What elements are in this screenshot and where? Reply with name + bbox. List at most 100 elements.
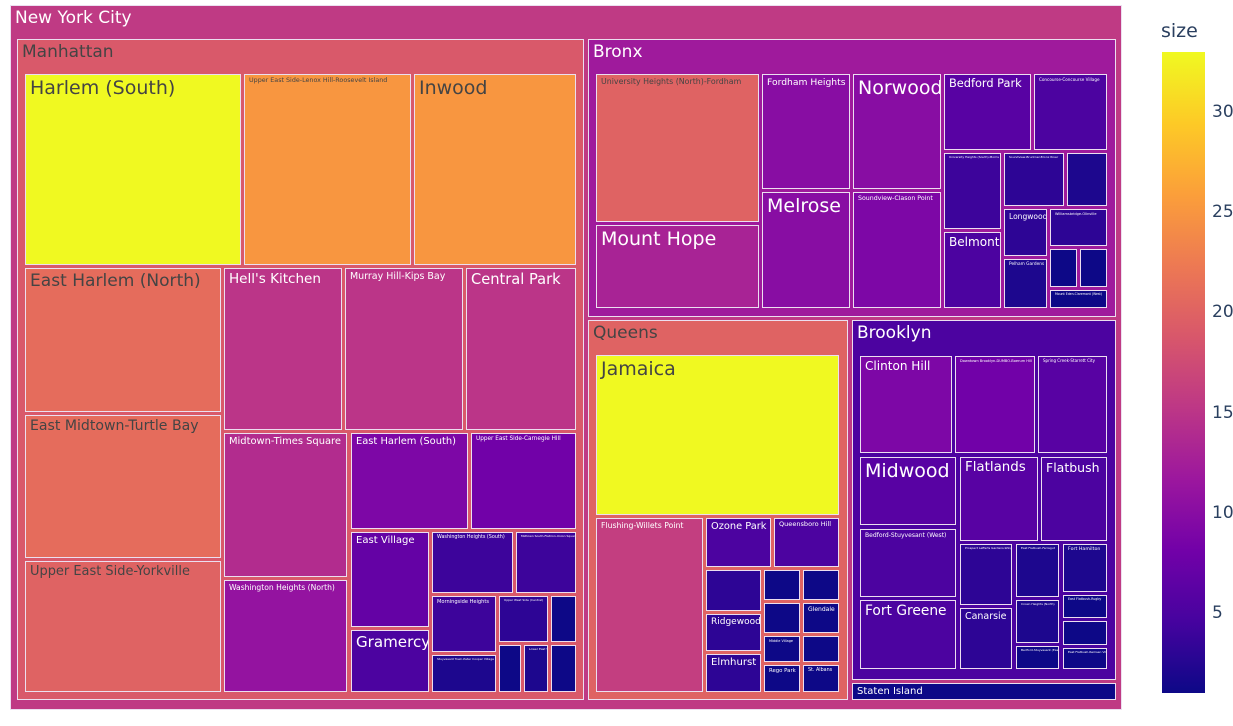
treemap-tile-gramercy[interactable]: Gramercy: [351, 630, 429, 692]
treemap-tile-canarsie[interactable]: Canarsie: [960, 608, 1012, 669]
treemap-borough-label: Bronx: [593, 42, 643, 62]
treemap-tile-hell-s-kitchen[interactable]: Hell's Kitchen: [224, 268, 342, 430]
treemap-tile-st-albans[interactable]: St. Albans: [803, 665, 839, 692]
treemap-tile-downtown-brooklyn-dumbo-boerum-hill[interactable]: Downtown Brooklyn-DUMBO-Boerum Hill: [955, 356, 1035, 453]
treemap-tile-fort-hamilton[interactable]: Fort Hamilton: [1063, 544, 1107, 592]
treemap-tile-morningside-heights[interactable]: Morningside Heights: [432, 596, 496, 652]
treemap-tile-label: Mount Hope: [601, 228, 717, 250]
treemap-tile-label: Soundview-Clason Point: [858, 195, 933, 202]
treemap-tile-mount-eden-claremont-west[interactable]: Mount Eden-Claremont (West): [1050, 290, 1107, 308]
treemap-tile-unlabeled[interactable]: [803, 636, 839, 662]
colorbar-tick-label: 5: [1212, 602, 1223, 623]
treemap-tile-fort-greene[interactable]: Fort Greene: [860, 600, 956, 669]
treemap-tile-east-harlem-south[interactable]: East Harlem (South): [351, 433, 468, 529]
treemap-tile-jamaica[interactable]: Jamaica: [596, 355, 839, 515]
treemap-tile-university-heights-south-morris-heights[interactable]: University Heights (South)-Morris Height…: [944, 153, 1001, 229]
treemap-tile-soundview-clason-point[interactable]: Soundview-Clason Point: [853, 192, 941, 308]
treemap-tile-spring-creek-starrett-city[interactable]: Spring Creek-Starrett City: [1038, 356, 1107, 453]
treemap-tile-unlabeled[interactable]: [764, 603, 800, 633]
treemap-tile-label: University Heights (North)-Fordham: [601, 77, 742, 86]
treemap-tile-label: Mount Eden-Claremont (West): [1055, 292, 1102, 296]
treemap-tile-bedford-stuyvesant-east[interactable]: Bedford-Stuyvesant (East): [1016, 646, 1059, 669]
treemap-tile-flushing-willets-point[interactable]: Flushing-Willets Point: [596, 518, 703, 692]
treemap-tile-unlabeled[interactable]: [1063, 621, 1107, 645]
treemap-tile-label: Bedford Park: [949, 76, 1022, 90]
treemap-tile-elmhurst[interactable]: Elmhurst: [706, 654, 761, 692]
treemap-tile-rego-park[interactable]: Rego Park: [764, 665, 800, 692]
treemap-tile-east-flatbush-farragut[interactable]: East Flatbush-Farragut: [1016, 544, 1059, 597]
treemap-root-label: New York City: [15, 8, 132, 28]
treemap-tile-unlabeled[interactable]: [706, 570, 761, 611]
treemap-tile-bedford-stuyvesant-west[interactable]: Bedford-Stuyvesant (West): [860, 529, 956, 597]
treemap-tile-clinton-hill[interactable]: Clinton Hill: [860, 356, 952, 453]
treemap-tile-label: Bedford-Stuyvesant (East): [1021, 648, 1059, 652]
treemap-tile-label: Murray Hill-Kips Bay: [350, 271, 446, 282]
colorbar-title: size: [1161, 20, 1198, 42]
treemap-tile-flatlands[interactable]: Flatlands: [960, 457, 1038, 541]
treemap-tile-crown-heights-north[interactable]: Crown Heights (North): [1016, 600, 1059, 643]
treemap-tile-midwood[interactable]: Midwood: [860, 457, 956, 525]
treemap-tile-washington-heights-south[interactable]: Washington Heights (South): [432, 532, 513, 593]
treemap-tile-washington-heights-north[interactable]: Washington Heights (North): [224, 580, 347, 692]
treemap-tile-label: Fort Greene: [865, 603, 947, 619]
treemap-tile-belmont[interactable]: Belmont: [944, 232, 1001, 308]
treemap-tile-unlabeled[interactable]: [551, 596, 576, 642]
treemap-tile-williamsbridge-olinville[interactable]: Williamsbridge-Olinville: [1050, 209, 1107, 246]
treemap-tile-label: Elmhurst: [711, 657, 757, 668]
treemap-tile-unlabeled[interactable]: [551, 645, 576, 692]
treemap-tile-label: Crown Heights (North): [1021, 602, 1055, 606]
treemap-tile-east-flatbush-remsen-village[interactable]: East Flatbush-Remsen Village: [1063, 648, 1107, 669]
treemap-tile-upper-east-side-yorkville[interactable]: Upper East Side-Yorkville: [25, 561, 221, 692]
treemap-tile-unlabeled[interactable]: [1050, 249, 1077, 287]
treemap-tile-midtown-times-square[interactable]: Midtown-Times Square: [224, 433, 347, 577]
treemap-tile-east-village[interactable]: East Village: [351, 532, 429, 627]
treemap-tile-label: Clinton Hill: [865, 359, 931, 373]
treemap-tile-label: Bedford-Stuyvesant (West): [865, 532, 947, 539]
treemap-tile-east-flatbush-rugby[interactable]: East Flatbush-Rugby: [1063, 595, 1107, 618]
treemap-tile-label: East Harlem (South): [356, 436, 456, 447]
treemap-tile-label: Downtown Brooklyn-DUMBO-Boerum Hill: [960, 359, 1032, 363]
treemap-tile-longwood[interactable]: Longwood: [1004, 209, 1047, 256]
treemap-borough-label: Queens: [593, 323, 658, 343]
treemap-tile-university-heights-north-fordham[interactable]: University Heights (North)-Fordham: [596, 74, 759, 222]
treemap-tile-label: East Midtown-Turtle Bay: [30, 418, 199, 434]
treemap-tile-pelham-gardens[interactable]: Pelham Gardens: [1004, 259, 1047, 308]
treemap-tile-murray-hill-kips-bay[interactable]: Murray Hill-Kips Bay: [345, 268, 463, 430]
treemap-tile-flatbush[interactable]: Flatbush: [1041, 457, 1107, 541]
treemap-tile-soundview-bruckner-bronx-river[interactable]: Soundview-Bruckner-Bronx River: [1004, 153, 1064, 206]
treemap-tile-ridgewood[interactable]: Ridgewood: [706, 614, 761, 651]
treemap-tile-glendale[interactable]: Glendale: [803, 603, 839, 633]
treemap-tile-mount-hope[interactable]: Mount Hope: [596, 225, 759, 308]
treemap-tile-fordham-heights[interactable]: Fordham Heights: [762, 74, 850, 189]
treemap-tile-upper-west-side-central[interactable]: Upper West Side (Central): [499, 596, 548, 642]
treemap-tile-ozone-park[interactable]: Ozone Park: [706, 518, 771, 567]
treemap-tile-central-park[interactable]: Central Park: [466, 268, 576, 430]
treemap-tile-unlabeled[interactable]: [499, 645, 521, 692]
treemap-tile-unlabeled[interactable]: [764, 570, 800, 600]
treemap-tile-unlabeled[interactable]: [803, 570, 839, 600]
treemap-tile-label: Rego Park: [769, 668, 796, 674]
treemap-tile-queensboro-hill[interactable]: Queensboro Hill: [774, 518, 839, 567]
treemap-tile-lower-east-side[interactable]: Lower East Side: [524, 645, 548, 692]
treemap-borough-label: Brooklyn: [857, 323, 932, 343]
treemap-borough-staten-island[interactable]: Staten Island: [852, 683, 1116, 700]
treemap-tile-label: East Flatbush-Rugby: [1068, 597, 1102, 601]
treemap-tile-harlem-south[interactable]: Harlem (South): [25, 74, 241, 265]
treemap-tile-prospect-lefferts-gardens-wingate[interactable]: Prospect Lefferts Gardens-Wingate: [960, 544, 1012, 605]
treemap-tile-unlabeled[interactable]: [1067, 153, 1107, 206]
treemap-tile-midtown-south-flatiron-union-square[interactable]: Midtown South-Flatiron-Union Square: [516, 532, 576, 593]
treemap-tile-norwood[interactable]: Norwood: [853, 74, 941, 189]
treemap-tile-melrose[interactable]: Melrose: [762, 192, 850, 308]
treemap-tile-unlabeled[interactable]: [1080, 249, 1107, 287]
treemap-tile-bedford-park[interactable]: Bedford Park: [944, 74, 1031, 150]
treemap-tile-stuyvesant-town-peter-cooper-village[interactable]: Stuyvesant Town-Peter Cooper Village: [432, 655, 496, 692]
treemap-tile-upper-east-side-carnegie-hill[interactable]: Upper East Side-Carnegie Hill: [471, 433, 576, 529]
treemap-tile-label: Flatbush: [1046, 460, 1100, 475]
treemap-tile-label: Midwood: [865, 460, 950, 482]
treemap-tile-middle-village[interactable]: Middle Village: [764, 636, 800, 662]
treemap-tile-concourse-concourse-village[interactable]: Concourse-Concourse Village: [1034, 74, 1107, 150]
treemap-tile-inwood[interactable]: Inwood: [414, 74, 576, 265]
treemap-tile-east-harlem-north[interactable]: East Harlem (North): [25, 268, 221, 412]
treemap-tile-east-midtown-turtle-bay[interactable]: East Midtown-Turtle Bay: [25, 415, 221, 558]
treemap-tile-upper-east-side-lenox-hill-roosevelt-island[interactable]: Upper East Side-Lenox Hill-Roosevelt Isl…: [244, 74, 411, 265]
